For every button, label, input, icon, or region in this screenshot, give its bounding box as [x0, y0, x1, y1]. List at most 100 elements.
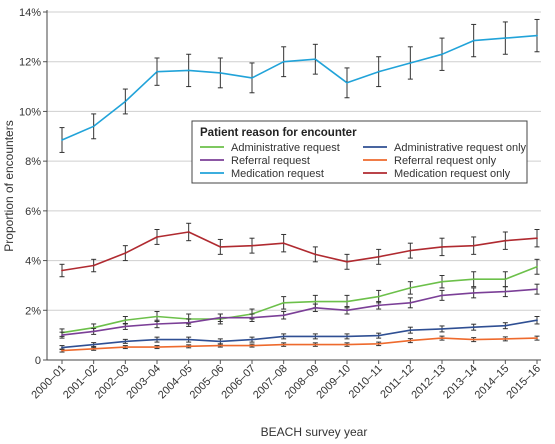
data-point: [282, 301, 285, 304]
data-point: [156, 70, 158, 73]
data-point: [409, 62, 412, 64]
data-point: [314, 343, 317, 346]
data-point: [314, 300, 317, 303]
data-point: [409, 287, 412, 289]
data-point: [124, 340, 127, 343]
data-point: [504, 278, 507, 281]
series-line: [61, 231, 538, 272]
data-point: [61, 139, 63, 141]
data-point: [61, 346, 63, 349]
data-point: [219, 246, 222, 248]
x-tick-labels: 2000–012001–022002–032003–042004–052005–…: [29, 360, 543, 401]
series: [59, 335, 540, 353]
data-point: [187, 345, 190, 348]
y-tick-label: 2%: [25, 305, 41, 317]
data-point: [156, 236, 158, 238]
data-point: [441, 246, 443, 248]
legend: Patient reason for encounter Administrat…: [191, 120, 528, 184]
data-point: [187, 231, 190, 233]
data-point: [156, 315, 158, 318]
data-point: [219, 340, 222, 343]
data-point: [377, 295, 380, 298]
series-line: [61, 266, 538, 334]
legend-label: Referral request only: [394, 155, 497, 167]
data-point: [282, 314, 285, 317]
y-tick-label: 6%: [25, 206, 41, 218]
data-point: [314, 58, 317, 61]
data-point: [124, 346, 127, 348]
data-point: [251, 338, 253, 341]
data-point: [346, 309, 348, 312]
series-line: [61, 34, 538, 141]
data-point: [156, 346, 158, 348]
series: [59, 258, 540, 337]
data-point: [441, 328, 443, 330]
y-tick-label: 0: [35, 355, 41, 367]
data-point: [92, 125, 95, 128]
data-point: [156, 323, 158, 325]
data-point: [346, 260, 348, 263]
legend-title: Patient reason for encounter: [200, 127, 357, 139]
legend-label: Medication request only: [394, 168, 511, 180]
data-point: [187, 321, 190, 324]
data-point: [441, 53, 443, 56]
series-line: [61, 337, 538, 352]
y-tick-label: 4%: [25, 256, 41, 268]
data-point: [409, 249, 412, 252]
data-point: [504, 37, 507, 39]
data-point: [219, 72, 222, 74]
data-point: [282, 343, 285, 346]
x-tick-label: 2009–10: [314, 363, 353, 402]
series: [59, 222, 540, 278]
y-tick-label: 14%: [19, 7, 41, 19]
data-point: [377, 255, 380, 258]
data-point: [251, 244, 253, 247]
data-point: [472, 291, 475, 294]
data-point: [124, 325, 127, 328]
legend-label: Administrative request only: [394, 142, 527, 154]
series: [59, 18, 540, 153]
data-point: [251, 316, 253, 319]
data-point: [536, 265, 538, 268]
data-point: [61, 349, 63, 352]
data-point: [441, 280, 443, 283]
data-point: [504, 324, 507, 327]
data-point: [472, 39, 475, 42]
data-point: [219, 316, 222, 319]
data-point: [314, 335, 317, 338]
data-point: [187, 69, 190, 72]
axes: [46, 10, 541, 361]
data-point: [92, 343, 95, 346]
data-point: [219, 344, 222, 347]
data-point: [282, 60, 285, 63]
data-point: [314, 306, 317, 309]
data-point: [346, 335, 348, 338]
data-point: [346, 300, 348, 303]
data-point: [377, 342, 380, 345]
data-point: [472, 278, 475, 281]
data-point: [92, 264, 95, 267]
data-point: [314, 253, 317, 256]
grid-lines: [43, 11, 541, 361]
data-point: [409, 339, 412, 342]
data-point: [409, 329, 412, 332]
data-point: [377, 334, 380, 337]
data-point: [536, 337, 538, 340]
data-point: [504, 337, 507, 340]
y-tick-label: 8%: [25, 156, 41, 168]
data-point: [536, 237, 538, 240]
data-point: [409, 301, 412, 304]
data-point: [504, 239, 507, 242]
data-point: [61, 334, 63, 337]
data-point: [124, 252, 127, 255]
y-tick-label: 12%: [19, 57, 41, 69]
series-line: [61, 319, 538, 349]
data-point: [61, 269, 63, 272]
y-tick-labels: 0 2% 4% 6% 8% 10% 12% 14%: [19, 7, 41, 367]
data-point: [504, 290, 507, 293]
data-point: [441, 337, 443, 340]
legend-label: Referral request: [231, 155, 310, 167]
data-point: [536, 319, 538, 322]
data-point: [472, 338, 475, 341]
